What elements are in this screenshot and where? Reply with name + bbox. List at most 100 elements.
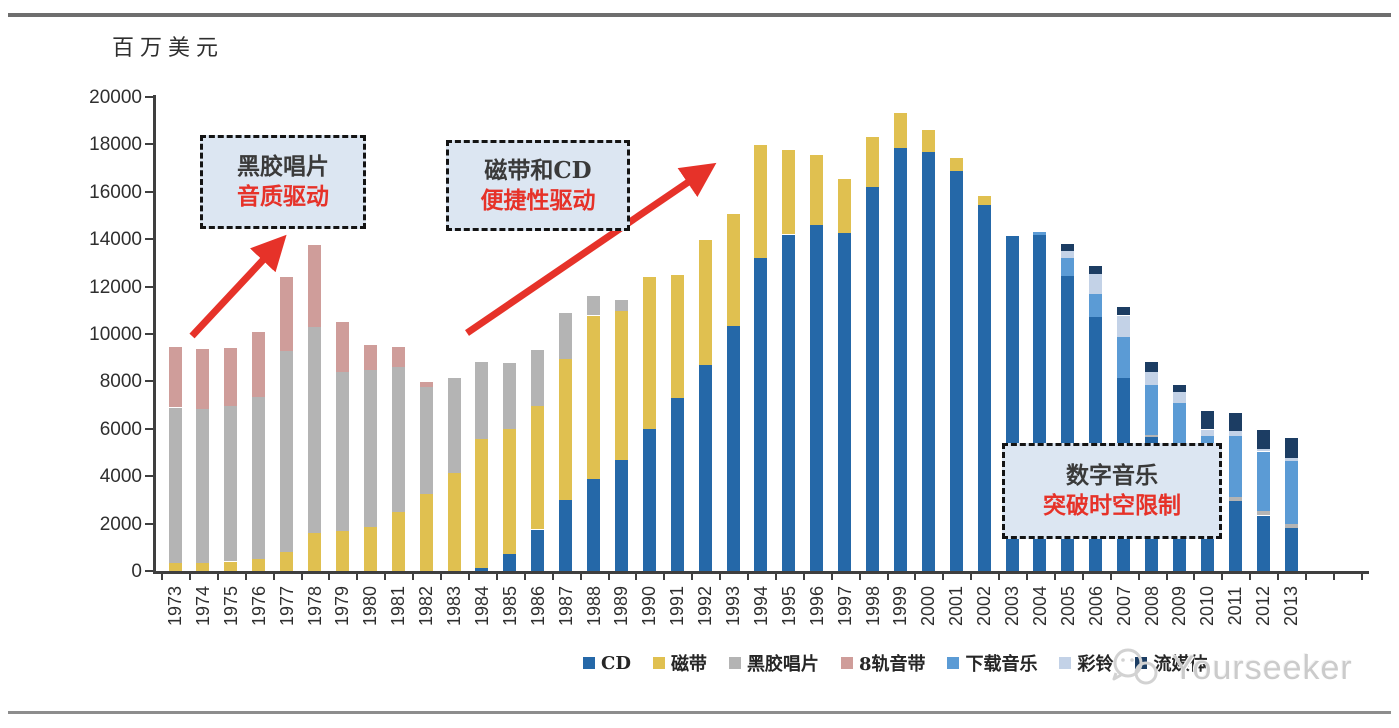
bar-segment-cassette (614, 310, 628, 460)
y-axis-tick (145, 570, 154, 572)
bar-segment-cassette (503, 428, 517, 555)
y-tick-label: 18000 (89, 134, 142, 156)
bar-segment-vinyl (475, 361, 489, 439)
y-axis-tick (145, 190, 154, 193)
bar-segment-streaming (1089, 266, 1103, 275)
bar-segment-vinyl (1284, 523, 1298, 529)
x-axis-tick (774, 573, 777, 580)
bar-segment-cd (1256, 515, 1270, 571)
x-tick-label: 1996 (806, 585, 827, 627)
bar-segment-ringtone (1117, 315, 1131, 337)
x-axis-tick (1360, 573, 1363, 580)
legend-swatch-cassette (652, 657, 665, 669)
bar-segment-cassette (893, 112, 907, 149)
x-tick-label: 1979 (332, 585, 353, 627)
bar-segment-vinyl (503, 363, 517, 429)
bar-segment-vinyl (587, 295, 600, 316)
x-tick-label: 2001 (946, 585, 967, 627)
bar-segment-ringtone (1172, 391, 1186, 404)
bar-segment-vinyl (308, 326, 321, 534)
x-tick-label: 1981 (388, 585, 409, 627)
y-axis-tick (145, 96, 154, 98)
bar-segment-cassette (754, 145, 768, 259)
y-axis-tick (145, 427, 154, 430)
bar-segment-cd (475, 568, 489, 571)
x-axis-tick (1249, 573, 1252, 580)
bar-segment-cassette (280, 552, 294, 571)
bar-segment-vinyl (196, 408, 210, 563)
bar-segment-eight-track (252, 331, 266, 397)
x-axis-tick (1081, 573, 1084, 580)
legend-label-streaming: 流媒体 (1153, 654, 1208, 675)
bar-segment-cassette (866, 137, 879, 188)
bar-segment-eight-track (308, 245, 321, 327)
bar-segment-download (1145, 385, 1158, 435)
callout-vinyl-title: 黑胶唱片 (237, 153, 329, 180)
legend-label-cassette: 磁带 (670, 654, 707, 675)
y-axis-tick (145, 238, 154, 241)
legend-item-ringtone: 彩铃 (1059, 650, 1113, 676)
x-axis-tick (1053, 573, 1056, 580)
bar-segment-cd (670, 398, 684, 571)
bar-segment-cassette (921, 130, 935, 152)
bar-segment-cassette (224, 561, 238, 571)
x-tick-label: 1998 (862, 585, 883, 627)
bar-segment-streaming (1117, 307, 1131, 316)
x-axis-tick (607, 573, 610, 580)
bar-segment-vinyl (419, 386, 433, 494)
bar-segment-cassette (531, 405, 545, 530)
bar-segment-cassette (670, 275, 684, 398)
y-tick-label: 20000 (89, 87, 142, 108)
legend-label-vinyl: 黑胶唱片 (746, 654, 819, 675)
x-axis-tick (1109, 573, 1112, 580)
bar-segment-ringtone (1061, 251, 1075, 258)
x-tick-label: 2011 (1225, 586, 1246, 626)
bar-segment-streaming (1200, 411, 1214, 430)
bar-segment-cd (726, 325, 740, 571)
x-tick-label: 1976 (248, 585, 269, 627)
x-tick-label: 2005 (1057, 585, 1078, 627)
callout-cassette-cd-title: 磁带和CD (484, 156, 592, 184)
x-tick-label: 2004 (1029, 585, 1050, 627)
bar-segment-cd (1228, 500, 1242, 571)
x-tick-label: 2003 (1002, 585, 1022, 627)
legend-label-cd: CD (601, 652, 631, 674)
x-axis-tick (161, 573, 164, 580)
bar-segment-download (1228, 436, 1242, 498)
x-tick-label: 1983 (444, 585, 464, 627)
bar-segment-eight-track (280, 277, 294, 351)
x-axis-tick (272, 573, 275, 580)
y-tick-label: 0 (131, 561, 142, 582)
bar-segment-download (1256, 451, 1270, 511)
x-axis-tick (886, 573, 889, 580)
x-axis-tick (189, 573, 191, 580)
bar-segment-cassette (196, 562, 210, 571)
bar-segment-cassette (475, 438, 489, 569)
x-tick-label: 1994 (750, 585, 771, 627)
callout-digital-title: 数字音乐 (1066, 462, 1158, 489)
x-tick-label: 2013 (1281, 585, 1301, 627)
bar-segment-eight-track (419, 382, 433, 387)
x-axis-tick (579, 573, 582, 580)
legend-swatch-eight-track (840, 657, 853, 669)
legend-swatch-vinyl (728, 657, 741, 669)
bar-segment-cassette (838, 179, 852, 234)
bar-segment-streaming (1061, 244, 1075, 251)
bar-segment-cd (782, 234, 796, 571)
x-tick-label: 2008 (1141, 585, 1162, 627)
callout-digital-subtitle: 突破时空限制 (1043, 492, 1181, 519)
x-tick-label: 1993 (723, 585, 743, 627)
bar-segment-vinyl (1145, 434, 1158, 438)
bar-segment-cassette (587, 315, 600, 479)
x-tick-label: 2010 (1197, 585, 1218, 627)
bar-segment-download (1033, 231, 1047, 236)
bar-segment-vinyl (559, 312, 573, 359)
x-tick-label: 1985 (499, 585, 520, 627)
x-axis-tick (384, 573, 387, 580)
legend-item-download: 下载音乐 (947, 650, 1037, 676)
x-tick-label: 1982 (416, 585, 437, 627)
bar-segment-vinyl (531, 350, 545, 406)
x-axis-tick (1304, 573, 1307, 580)
